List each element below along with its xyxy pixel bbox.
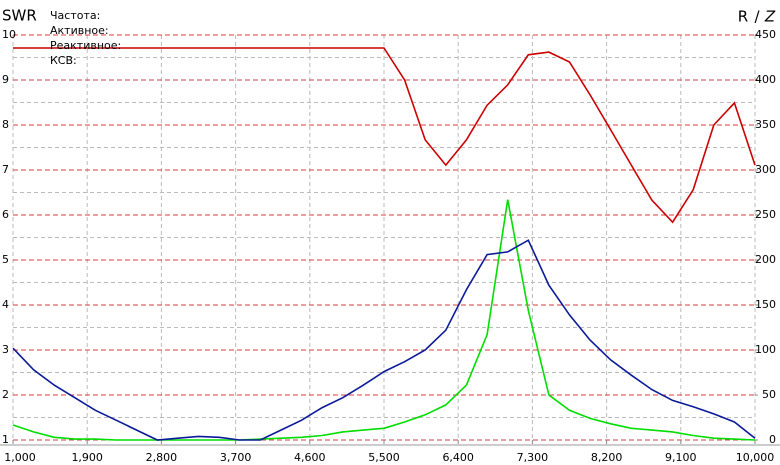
x-tick-label: 9,100	[665, 451, 697, 464]
y-axis-label: SWR	[2, 7, 37, 25]
x-tick-label: 1,000	[4, 451, 36, 464]
x-tick-label: 4,600	[294, 451, 326, 464]
y-tick-label: 9	[2, 73, 9, 86]
info-label: КСВ:	[50, 54, 77, 67]
info-label: Частота:	[50, 9, 100, 22]
y-tick-label: 6	[2, 208, 9, 221]
y2-tick-label: 450	[755, 28, 776, 41]
x-tick-label: 3,700	[220, 451, 252, 464]
x-tick-label: 8,200	[591, 451, 623, 464]
y-tick-label: 4	[2, 298, 9, 311]
y2-tick-label: 200	[755, 253, 776, 266]
x-tick-label: 6,400	[442, 451, 474, 464]
x-tick-label: 2,800	[146, 451, 178, 464]
legend-separator: /	[754, 8, 760, 26]
x-tick-label: 7,300	[517, 451, 549, 464]
x-tick-label: 1,900	[71, 451, 103, 464]
y2-tick-label: 350	[755, 118, 776, 131]
y-tick-label: 10	[2, 28, 16, 41]
y2-tick-label: 150	[755, 298, 776, 311]
y-tick-label: 8	[2, 118, 9, 131]
series-line	[13, 47, 756, 224]
y-tick-label: 7	[2, 163, 9, 176]
y2-tick-label: 400	[755, 73, 776, 86]
y2-tick-label: 300	[755, 163, 776, 176]
info-label: Реактивное:	[50, 39, 121, 52]
y2-tick-label: 250	[755, 208, 776, 221]
y-tick-label: 2	[2, 388, 9, 401]
series-line	[12, 239, 756, 441]
y-tick-label: 3	[2, 343, 9, 356]
y2-tick-label: 50	[762, 388, 776, 401]
y2-tick-label: 0	[769, 433, 776, 446]
y-tick-label: 1	[2, 433, 9, 446]
series-line	[12, 199, 756, 441]
legend-entry: R	[738, 8, 748, 26]
y-tick-label: 5	[2, 253, 9, 266]
x-tick-label: 5,500	[368, 451, 400, 464]
y2-tick-label: 100	[755, 343, 776, 356]
x-tick-label: 10,000	[736, 451, 775, 464]
legend-entry: Z	[764, 8, 776, 26]
info-label: Активное:	[50, 24, 109, 37]
